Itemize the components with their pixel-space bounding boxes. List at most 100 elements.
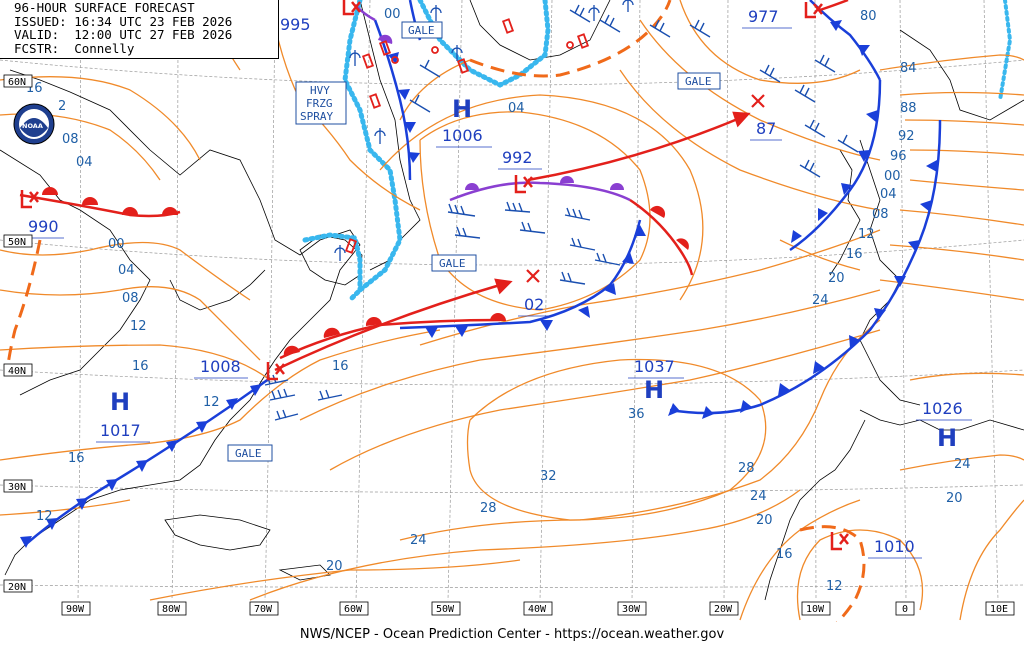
isobar-label: 04 — [880, 187, 897, 202]
ice-edge — [302, 0, 1013, 303]
pressure-value-990: 990 — [28, 217, 59, 236]
high-center-letter-1037: H — [644, 376, 664, 404]
lon-label: 90W — [66, 604, 85, 615]
isobar-label: 88 — [900, 101, 917, 116]
isobar-label: 24 — [410, 533, 427, 548]
gale-tag-4: GALE — [227, 444, 273, 462]
forecast-header-box: 96-HOUR SURFACE FORECAST ISSUED: 16:34 U… — [0, 0, 279, 59]
lon-label: 10E — [990, 604, 1008, 615]
isobar-label: 08 — [872, 207, 889, 222]
gale-tag-3: GALE — [431, 254, 477, 272]
isobar-label: 28 — [738, 461, 755, 476]
pressure-value-1010: 1010 — [874, 537, 915, 556]
low-symbol-995 — [342, 0, 361, 16]
isobar-label: 04 — [118, 263, 135, 278]
isobar-label: 08 — [122, 291, 139, 306]
low-symbol-977 — [804, 2, 823, 19]
isobar-label: 92 — [898, 129, 915, 144]
isobar-label: 04 — [508, 101, 525, 116]
lon-label: 0 — [902, 604, 908, 615]
forecaster-name: FCSTR: Connelly — [14, 40, 135, 56]
isobar-label: 12 — [36, 509, 53, 524]
occluded-front-992 — [449, 176, 631, 202]
svg-text:GALE: GALE — [685, 75, 712, 88]
isobar-label: 20 — [326, 559, 343, 574]
pressure-value-1008: 1008 — [200, 357, 241, 376]
isobar-labels: 16 2 08 04 00 04 08 12 16 12 16 12 16 20… — [26, 7, 971, 594]
storm-tracks — [274, 0, 849, 372]
isobar-label: 80 — [860, 9, 877, 24]
low-symbol-1008 — [266, 362, 285, 381]
svg-text:HVY: HVY — [310, 84, 330, 97]
isobar-label: 20 — [756, 513, 773, 528]
svg-text:GALE: GALE — [439, 257, 466, 270]
isobar-label: 00 — [108, 237, 125, 252]
svg-text:NOAA: NOAA — [22, 122, 43, 130]
cold-front-southwest — [20, 376, 271, 548]
valid-time: VALID: 12:00 UTC 27 FEB 2026 — [14, 27, 233, 42]
lon-label: 40W — [528, 604, 547, 615]
high-center-letter-1006: H — [452, 95, 472, 123]
isobar-label: 16 — [132, 359, 149, 374]
isobar-label: 00 — [384, 7, 401, 22]
gale-tag-2: GALE — [677, 72, 721, 90]
graticule — [0, 0, 1024, 601]
svg-text:FRZG: FRZG — [306, 97, 333, 110]
high-center-letter-1026: H — [937, 424, 957, 452]
isobar-label: 12 — [203, 395, 220, 410]
noaa-logo: NOAA — [13, 103, 55, 145]
isobar-label: 24 — [750, 489, 767, 504]
cold-front-northeast — [789, 79, 882, 252]
svg-text:GALE: GALE — [235, 447, 262, 460]
low-symbol-1010 — [830, 532, 849, 551]
lat-label-60n: 60N — [8, 77, 26, 88]
pressure-value-1026: 1026 — [922, 399, 963, 418]
high-center-letter-1017: H — [110, 388, 130, 416]
svg-text:GALE: GALE — [408, 24, 435, 37]
isobar-label: 32 — [540, 469, 557, 484]
isobar-label: 20 — [828, 271, 845, 286]
isobar-label: 96 — [890, 149, 907, 164]
isobar-label: 12 — [130, 319, 147, 334]
isobar-label: 00 — [884, 169, 901, 184]
lon-label: 20W — [714, 604, 733, 615]
ice-accretion-symbols — [344, 18, 590, 254]
pressure-value-995: 995 — [280, 15, 311, 34]
issued-time: ISSUED: 16:34 UTC 23 FEB 2026 — [14, 13, 233, 29]
freezing-spray-symbols — [334, 0, 634, 261]
isobar-label: 16 — [846, 247, 863, 262]
isobar-label: 24 — [812, 293, 829, 308]
isobar-label: 36 — [628, 407, 645, 422]
cold-front-labrador — [373, 19, 420, 181]
pressure-value-1037: 1037 — [634, 357, 675, 376]
lon-label: 50W — [436, 604, 455, 615]
isobar-label: 16 — [776, 547, 793, 562]
lon-label: 80W — [162, 604, 181, 615]
x-symbol-02 — [526, 269, 540, 283]
pressure-value-87: 87 — [756, 119, 776, 138]
footer-credit: NWS/NCEP - Ocean Prediction Center - htt… — [0, 622, 1024, 652]
lon-label: 10W — [806, 604, 825, 615]
heavy-freezing-spray-tag: HVY FRZG SPRAY — [295, 81, 347, 125]
wind-barbs — [264, 4, 859, 421]
troughs — [6, 0, 866, 627]
warm-front-west — [19, 187, 181, 218]
lat-label-20n: 20N — [8, 582, 26, 593]
isobar-label: 16 — [68, 451, 85, 466]
pressure-value-977: 977 — [748, 7, 779, 26]
lat-label-40n: 40N — [8, 366, 26, 377]
lon-label: 30W — [622, 604, 641, 615]
lat-label-50n: 50N — [8, 237, 26, 248]
isobar-label: 28 — [480, 501, 497, 516]
isobar-label: 2 — [58, 99, 66, 114]
low-symbol-992 — [514, 175, 533, 194]
pressure-value-02: 02 — [524, 295, 544, 314]
x-symbol-87 — [751, 94, 765, 108]
isobar-label: 20 — [946, 491, 963, 506]
pressure-value-1006: 1006 — [442, 126, 483, 145]
longitude-labels: 90W 80W 70W 60W 50W 40W 30W 20W 10W 0 10… — [61, 601, 1015, 616]
pressure-value-1017: 1017 — [100, 421, 141, 440]
low-symbol-990 — [20, 190, 39, 209]
cold-front-midlat — [399, 219, 646, 338]
